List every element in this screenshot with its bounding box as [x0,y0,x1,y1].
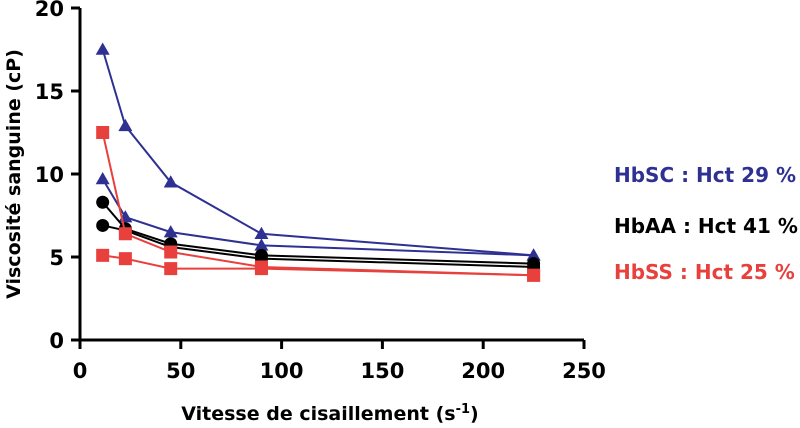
series-hbaa-hct-41 [96,195,541,274]
data-point-hbss-hct-25-lower [527,268,541,282]
data-point-hbsc-hct-29-upper [118,118,133,132]
data-point-hbss-hct-25-lower [96,248,110,262]
data-point-hbss-hct-25-lower [164,262,178,276]
legend-entry-hbsc-hct-29: HbSC : Hct 29 % [614,163,796,187]
x-tick-label: 50 [166,359,195,383]
data-point-hbss-hct-25-lower [254,262,268,276]
series-hbsc-hct-29 [95,42,541,261]
data-point-hbsc-hct-29-lower [95,171,110,185]
x-tick-label: 150 [360,359,404,383]
y-tick-label: 5 [49,246,64,270]
y-tick-label: 10 [35,163,64,187]
data-point-hbss-hct-25-lower [118,252,132,266]
x-tick-label: 250 [562,359,606,383]
x-axis-title-main: Vitesse de cisaillement (s [181,403,455,425]
data-point-hbsc-hct-29-lower [163,225,178,238]
x-axis-title: Vitesse de cisaillement (s-1) [181,402,478,425]
data-point-hbss-hct-25-upper [164,245,178,259]
x-tick-label: 100 [260,359,304,383]
series-line-hbsc-hct-29-upper [101,49,534,257]
data-point-hbsc-hct-29-lower [526,248,541,261]
x-tick-label: 200 [461,359,505,383]
y-axis-title: Viscosité sanguine (cP) [3,49,25,299]
series-hbss-hct-25 [96,126,541,282]
data-point-hbsc-hct-29-upper [95,42,110,55]
y-tick-label: 15 [35,80,64,104]
data-point-hbaa-hct-41-upper [96,195,110,209]
data-point-hbss-hct-25-upper [96,126,110,139]
x-tick-label: 0 [73,359,88,383]
data-point-hbss-hct-25-upper [118,227,132,241]
series-layer [95,42,541,282]
y-tick-label: 20 [35,0,64,21]
x-axis-title-superscript: -1 [456,402,470,417]
legend-entry-hbaa-hct-41: HbAA : Hct 41 % [614,214,798,238]
ticks: 0 50 100 150 200 250 0 5 10 15 20 [35,0,606,383]
data-point-hbsc-hct-29-lower [254,238,269,251]
legend-entry-hbss-hct-25: HbSS : Hct 25 % [614,260,795,284]
data-point-hbsc-hct-29-upper [254,226,269,240]
data-point-hbaa-hct-41-lower [96,218,110,232]
axes [78,8,584,342]
x-axis-title-suffix: ) [470,403,479,425]
legend: HbSC : Hct 29 % HbAA : Hct 41 % HbSS : Hct… [614,163,798,284]
y-tick-label: 0 [49,329,64,353]
data-point-hbsc-hct-29-upper [163,175,178,188]
